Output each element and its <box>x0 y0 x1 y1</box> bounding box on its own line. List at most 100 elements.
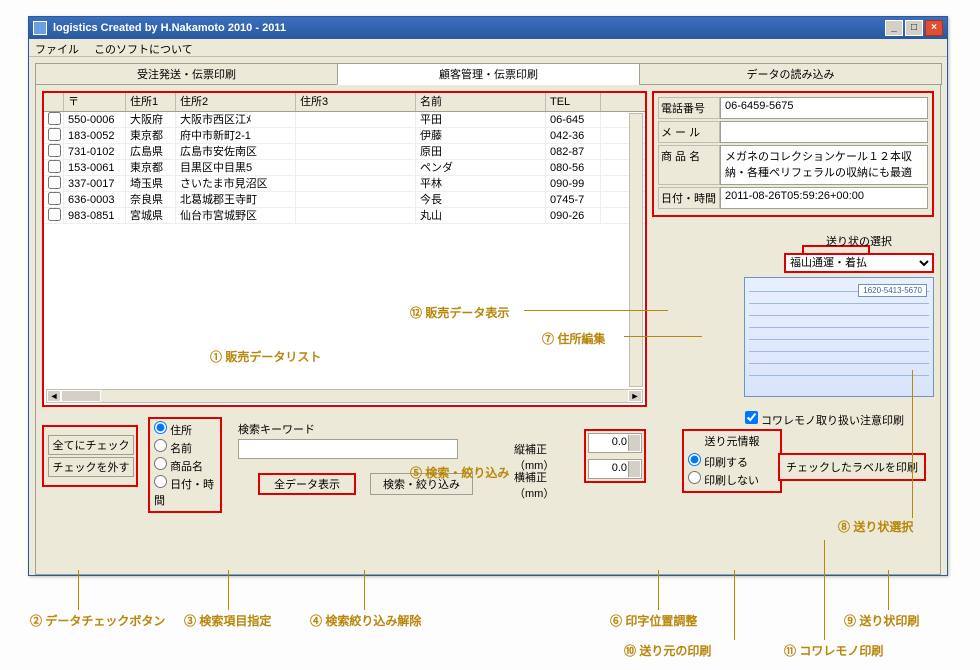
row-checkbox[interactable] <box>48 208 61 221</box>
slip-select-group: 送り状の選択 福山通運・着払 <box>784 233 934 273</box>
scrollbar-h[interactable]: ◄ ► <box>46 389 643 403</box>
uncheck-all-button[interactable]: チェックを外す <box>48 457 134 477</box>
col-tel: TEL <box>546 93 601 111</box>
keyword-input[interactable] <box>238 439 458 459</box>
tab-order[interactable]: 受注発送・伝票印刷 <box>35 63 338 85</box>
detail-product-label: 商 品 名 <box>658 145 720 185</box>
table-row[interactable]: 337-0017埼玉県さいたま市見沼区平林090-99 <box>44 176 645 192</box>
minimize-button[interactable]: _ <box>885 20 903 36</box>
annotation-8: ⑧ 送り状選択 <box>838 518 913 535</box>
hcorr-label: 横補正（mm） <box>514 469 554 501</box>
close-button[interactable]: × <box>925 20 943 36</box>
detail-product: メガネのコレクションケール１２本収納・各種ペリフェラルの収納にも最適 <box>720 145 928 185</box>
detail-date-label: 日付・時間 <box>658 187 720 209</box>
cell-tel: 090-26 <box>546 208 601 223</box>
radio-addr[interactable]: 住所 <box>154 421 216 439</box>
detail-panel: 電話番号06-6459-5675 メ ー ル 商 品 名メガネのコレクションケー… <box>652 91 934 217</box>
cell-tel: 0745-7 <box>546 192 601 207</box>
annotation-line <box>824 540 825 640</box>
detail-tel: 06-6459-5675 <box>720 97 928 119</box>
cell-addr1: 奈良県 <box>126 192 176 207</box>
cell-name: 今長 <box>416 192 546 207</box>
maximize-button[interactable]: □ <box>905 20 923 36</box>
radio-name[interactable]: 名前 <box>154 439 216 457</box>
table-row[interactable]: 183-0052東京都府中市新町2-1伊藤042-36 <box>44 128 645 144</box>
sender-print-yes[interactable]: 印刷する <box>688 453 776 471</box>
spinner-icon[interactable] <box>628 435 640 451</box>
print-labels-button[interactable]: チェックしたラベルを印刷 <box>778 453 926 481</box>
cell-zip: 183-0052 <box>64 128 126 143</box>
check-all-button[interactable]: 全てにチェック <box>48 435 134 455</box>
spinner-icon[interactable] <box>628 461 640 477</box>
cell-addr2: 広島市安佐南区 <box>176 144 296 159</box>
row-checkbox[interactable] <box>48 128 61 141</box>
cell-zip: 153-0061 <box>64 160 126 175</box>
hcorr-input[interactable]: 0.0 <box>588 459 642 479</box>
show-all-button[interactable]: 全データ表示 <box>258 473 356 495</box>
menu-about[interactable]: このソフトについて <box>94 44 193 56</box>
tab-customer[interactable]: 顧客管理・伝票印刷 <box>337 63 640 85</box>
table-row[interactable]: 983-0851宮城県仙台市宮城野区丸山090-26 <box>44 208 645 224</box>
cell-addr3 <box>296 128 416 143</box>
table-body: 550-0006大阪府大阪市西区江ﾒ平田06-645183-0052東京都府中市… <box>44 112 645 224</box>
sender-title: 送り元情報 <box>688 433 776 449</box>
cell-name: 平林 <box>416 176 546 191</box>
scroll-right-icon[interactable]: ► <box>628 390 642 402</box>
sender-print-no[interactable]: 印刷しない <box>688 471 776 489</box>
tab-import[interactable]: データの読み込み <box>639 63 942 85</box>
cell-addr1: 東京都 <box>126 160 176 175</box>
cell-tel: 082-87 <box>546 144 601 159</box>
row-checkbox[interactable] <box>48 112 61 125</box>
col-addr2: 住所2 <box>176 93 296 111</box>
scroll-thumb[interactable] <box>61 390 101 402</box>
annotation-4: ④ 検索絞り込み解除 <box>310 612 421 629</box>
cell-addr2: 目黒区中目黒5 <box>176 160 296 175</box>
check-buttons: 全てにチェック チェックを外す <box>42 425 138 487</box>
fragile-checkbox[interactable]: コワレモノ取り扱い注意印刷 <box>745 411 904 428</box>
menu-file[interactable]: ファイル <box>35 44 79 56</box>
annotation-line <box>734 570 735 640</box>
vcorr-input[interactable]: 0.0 <box>588 433 642 453</box>
radio-product[interactable]: 商品名 <box>154 457 216 475</box>
cell-addr3 <box>296 208 416 223</box>
cell-addr3 <box>296 160 416 175</box>
cell-zip: 337-0017 <box>64 176 126 191</box>
row-checkbox[interactable] <box>48 192 61 205</box>
app-icon <box>33 21 47 35</box>
detail-tel-label: 電話番号 <box>658 97 720 119</box>
annotation-2: ② データチェックボタン <box>30 612 165 629</box>
annotation-line <box>228 570 229 610</box>
annotation-line <box>658 570 659 610</box>
row-checkbox[interactable] <box>48 160 61 173</box>
cell-zip: 731-0102 <box>64 144 126 159</box>
annotation-line <box>78 570 79 610</box>
col-addr1: 住所1 <box>126 93 176 111</box>
cell-addr2: 仙台市宮城野区 <box>176 208 296 223</box>
detail-date: 2011-08-26T05:59:26+00:00 <box>720 187 928 209</box>
radio-date[interactable]: 日付・時間 <box>154 475 216 509</box>
cell-addr3 <box>296 144 416 159</box>
slip-select[interactable]: 福山通運・着払 <box>784 253 934 273</box>
titlebar: logistics Created by H.Nakamoto 2010 - 2… <box>29 17 947 39</box>
search-field-radios: 住所 名前 商品名 日付・時間 <box>148 417 222 513</box>
cell-addr2: 大阪市西区江ﾒ <box>176 112 296 127</box>
cell-name: 丸山 <box>416 208 546 223</box>
cell-addr3 <box>296 192 416 207</box>
cell-zip: 636-0003 <box>64 192 126 207</box>
app-window: logistics Created by H.Nakamoto 2010 - 2… <box>28 16 948 576</box>
table-row[interactable]: 550-0006大阪府大阪市西区江ﾒ平田06-645 <box>44 112 645 128</box>
window-title: logistics Created by H.Nakamoto 2010 - 2… <box>53 22 286 34</box>
annotation-1: ① 販売データリスト <box>210 348 321 365</box>
table-row[interactable]: 731-0102広島県広島市安佐南区原田082-87 <box>44 144 645 160</box>
row-checkbox[interactable] <box>48 144 61 157</box>
scrollbar-v[interactable] <box>629 113 643 387</box>
row-checkbox[interactable] <box>48 176 61 189</box>
col-name: 名前 <box>416 93 546 111</box>
scroll-left-icon[interactable]: ◄ <box>47 390 61 402</box>
cell-addr3 <box>296 176 416 191</box>
table-row[interactable]: 153-0061東京都目黒区中目黒5ペンダ080-56 <box>44 160 645 176</box>
cell-name: 伊藤 <box>416 128 546 143</box>
table-row[interactable]: 636-0003奈良県北葛城郡王寺町今長0745-7 <box>44 192 645 208</box>
menubar: ファイル このソフトについて <box>29 39 947 57</box>
col-zip: 〒 <box>64 93 126 111</box>
